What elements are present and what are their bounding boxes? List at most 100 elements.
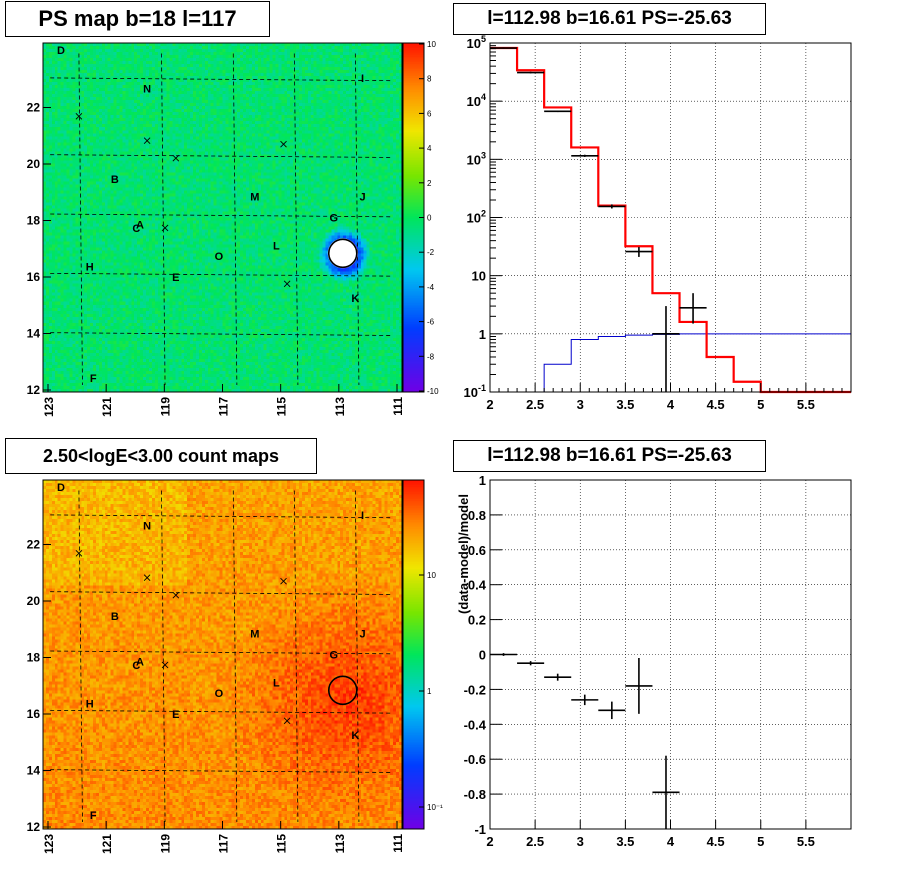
y-tick-label: 14: [27, 764, 41, 778]
residual-y-tick-label: 0.6: [468, 543, 486, 558]
source-label-e: E: [172, 709, 179, 721]
grid-longitude-line: [78, 53, 83, 386]
y-tick-label: 12: [27, 820, 41, 834]
residual-x-tick-label: 4.5: [707, 834, 725, 849]
colorbar-tick-label: 1: [427, 687, 432, 696]
y-tick-label: 18: [27, 214, 41, 228]
spectrum-x-tick-label: 4.5: [707, 397, 725, 412]
catalog-source-marker: [143, 574, 151, 582]
colorbar-tick-label: 10: [427, 571, 436, 580]
y-tick-label: 22: [27, 101, 41, 115]
catalog-source-marker: [161, 661, 169, 669]
source-label-i: I: [361, 510, 364, 522]
grid-latitude-line: [50, 272, 392, 277]
count-map-title: 2.50<logE<3.00 count maps: [5, 438, 317, 474]
x-tick-label: 121: [100, 397, 114, 417]
catalog-source-marker: [172, 154, 180, 162]
background-model-line: [490, 333, 851, 393]
residual-x-tick-label: 2: [486, 834, 493, 849]
y-tick-label: 14: [27, 327, 41, 341]
source-label-m: M: [250, 629, 259, 641]
colorbar-tick-label: 10⁻¹: [427, 803, 443, 812]
x-tick-label: 115: [275, 397, 289, 417]
catalog-source-marker: [283, 280, 291, 288]
x-tick-label: 121: [100, 834, 114, 854]
catalog-source-marker: [280, 140, 287, 148]
source-label-n: N: [143, 83, 151, 95]
ps-map-colorbar: [403, 43, 424, 392]
y-tick-label: 18: [27, 651, 41, 665]
residual-y-tick-label: -0.8: [464, 787, 486, 802]
spectrum-x-tick-label: 5: [757, 397, 764, 412]
residual-y-tick-label: -0.4: [464, 717, 487, 732]
grid-latitude-line: [50, 591, 392, 595]
y-tick-label: 12: [27, 383, 41, 397]
x-tick-label: 115: [275, 834, 289, 854]
spectrum-x-tick-label: 2: [486, 397, 493, 412]
colorbar-tick-label: 2: [427, 179, 432, 188]
source-label-o: O: [215, 688, 224, 700]
source-label-b: B: [111, 611, 119, 623]
catalog-source-marker: [283, 717, 291, 725]
grid-longitude-line: [161, 53, 166, 386]
source-label-d: D: [57, 482, 65, 494]
grid-longitude-line: [232, 490, 238, 823]
spectrum-y-tick-label: 10: [472, 269, 486, 284]
source-label-f: F: [90, 810, 97, 822]
residual-y-tick-label: -0.6: [464, 752, 486, 767]
source-label-l: L: [273, 677, 280, 689]
source-label-i: I: [361, 73, 364, 85]
spectrum-x-tick-label: 4: [667, 397, 675, 412]
x-tick-label: 111: [391, 834, 405, 853]
grid-latitude-line: [50, 332, 392, 336]
colorbar-frame: [402, 479, 425, 830]
spectrum-y-tick-label: 103: [467, 150, 486, 167]
grid-longitude-line: [78, 490, 83, 823]
source-label-n: N: [143, 520, 151, 532]
spectrum-y-tick-label: 102: [467, 209, 486, 226]
colorbar-tick-label: -10: [427, 387, 439, 396]
spectrum-x-tick-label: 2.5: [526, 397, 544, 412]
residual-y-tick-label: 0: [479, 648, 486, 663]
catalog-source-marker: [161, 224, 169, 232]
source-label-e: E: [172, 272, 179, 284]
x-tick-label: 123: [42, 834, 56, 854]
source-label-m: M: [250, 192, 259, 204]
x-tick-label: 123: [42, 397, 56, 417]
spectrum-y-tick-label: 104: [467, 92, 486, 109]
colorbar-tick-label: 8: [427, 75, 432, 84]
y-tick-label: 20: [27, 157, 41, 171]
hotspot-core: [327, 238, 358, 269]
catalog-source-marker: [75, 549, 83, 557]
residual-y-tick-label: 1: [479, 473, 486, 488]
y-tick-label: 22: [27, 538, 41, 552]
x-tick-label: 117: [217, 397, 231, 417]
catalog-source-marker: [172, 591, 180, 599]
x-tick-label: 113: [333, 397, 347, 417]
residual-y-tick-label: -0.2: [464, 682, 486, 697]
catalog-source-marker: [280, 577, 287, 585]
catalog-source-marker: [143, 137, 151, 145]
source-label-h: H: [86, 261, 94, 273]
catalog-source-marker: [75, 112, 83, 120]
x-tick-label: 119: [158, 397, 172, 417]
residual-x-tick-label: 4: [667, 834, 675, 849]
grid-longitude-line: [232, 53, 238, 386]
grid-latitude-line: [50, 514, 392, 519]
roi-circle: [327, 675, 358, 706]
residual-title: l=112.98 b=16.61 PS=-25.63: [453, 440, 766, 472]
grid-latitude-line: [50, 709, 392, 714]
residual-x-tick-label: 3: [577, 834, 584, 849]
grid-latitude-line: [50, 213, 392, 218]
count-map-heatmap: [43, 480, 402, 829]
source-label-k: K: [351, 730, 359, 742]
colorbar-tick-label: -6: [427, 318, 435, 327]
spectrum-x-tick-label: 5.5: [797, 397, 815, 412]
source-label-c: C: [132, 660, 140, 672]
count-map-colorbar: [403, 480, 424, 829]
source-label-g: G: [330, 650, 339, 662]
colorbar-tick-label: 4: [427, 144, 432, 153]
source-label-a: A: [136, 656, 144, 668]
source-label-d: D: [57, 45, 65, 57]
